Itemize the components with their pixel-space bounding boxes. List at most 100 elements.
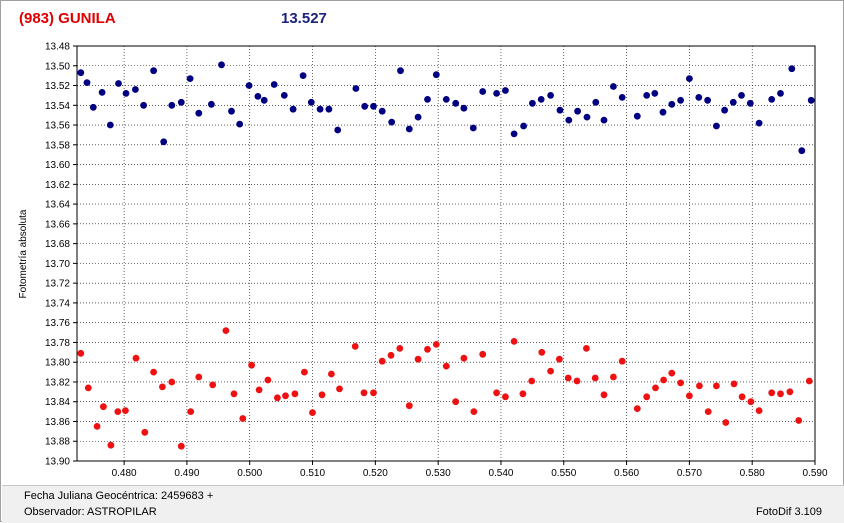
comparison-point (510, 130, 518, 138)
comparison-point (218, 61, 225, 69)
target-point (677, 379, 684, 387)
x-tick-label: 0.530 (426, 468, 451, 479)
target-point (132, 354, 140, 362)
y-tick-label: 13.66 (45, 219, 70, 230)
y-tick-label: 13.78 (45, 338, 70, 349)
y-tick-label: 13.48 (45, 42, 70, 53)
comparison-point (807, 96, 815, 104)
target-point (255, 386, 263, 394)
x-tick-label: 0.580 (740, 468, 765, 479)
chart-title: (983) GUNILA (19, 10, 116, 27)
comparison-point (600, 116, 608, 124)
y-axis: 13.48 13.50 13.52 13.54 13.56 13.58 13.60 13.62… (45, 42, 77, 468)
x-tick-label: 0.540 (488, 468, 513, 479)
target-point (786, 388, 794, 396)
target-point (583, 345, 590, 352)
target-point (722, 419, 730, 426)
target-point (405, 402, 413, 410)
y-tick-label: 13.62 (45, 180, 70, 191)
x-tick-label: 0.560 (614, 468, 639, 479)
y-tick-label: 13.82 (45, 377, 70, 388)
comparison-point (686, 75, 693, 82)
target-point (686, 392, 693, 400)
comparison-point (442, 96, 450, 103)
target-point (230, 390, 238, 398)
x-tick-label: 0.570 (677, 468, 702, 479)
target-point (618, 357, 626, 365)
target-point (502, 393, 509, 401)
y-tick-label: 13.52 (45, 81, 70, 92)
comparison-point (592, 98, 600, 106)
mean-magnitude: 13.527 (281, 10, 327, 27)
target-point (360, 389, 368, 397)
y-tick-label: 13.64 (45, 200, 70, 211)
y-tick-label: 13.84 (45, 397, 70, 408)
x-tick-label: 0.480 (112, 468, 137, 479)
comparison-point (378, 107, 386, 115)
target-point (100, 403, 107, 411)
target-point (291, 390, 299, 398)
target-point (704, 408, 712, 415)
target-point (452, 398, 460, 406)
comparison-point (768, 96, 776, 103)
comparison-point (432, 71, 440, 79)
target-point (643, 393, 651, 401)
target-point (668, 369, 676, 377)
comparison-point (788, 65, 796, 73)
target-point (336, 385, 343, 393)
y-tick-label: 13.70 (45, 259, 70, 270)
comparison-point (424, 96, 431, 103)
comparison-point (643, 92, 651, 99)
x-axis: 0.480 0.490 0.500 0.510 0.520 0.530 0.540 0.550… (112, 461, 828, 479)
comparison-point (77, 69, 85, 77)
target-point (387, 351, 395, 359)
target-point (150, 368, 158, 376)
x-tick-label: 0.500 (237, 468, 262, 479)
target-point (768, 389, 776, 397)
comparison-point (140, 101, 148, 109)
y-tick-label: 13.86 (45, 417, 70, 428)
target-point (107, 441, 115, 449)
target-point (805, 377, 813, 385)
target-point (528, 377, 536, 385)
target-point (282, 392, 289, 400)
comparison-point (334, 126, 342, 134)
comparison-point (195, 109, 203, 117)
comparison-point (583, 113, 591, 121)
target-point (547, 367, 554, 375)
comparison-point (469, 124, 477, 132)
comparison-point (493, 90, 500, 97)
target-point (519, 390, 527, 398)
x-tick-label: 0.520 (363, 468, 388, 479)
comparison-point (677, 96, 684, 104)
comparison-point (370, 102, 377, 110)
y-tick-label: 13.90 (45, 457, 70, 468)
target-point (195, 373, 203, 381)
target-point (122, 407, 129, 414)
y-tick-label: 13.68 (45, 239, 70, 250)
comparison-point (397, 67, 404, 75)
target-point (493, 389, 500, 397)
comparison-point (777, 90, 784, 97)
comparison-point (610, 83, 617, 90)
target-point (114, 408, 122, 415)
comparison-point (695, 94, 703, 101)
target-point (432, 341, 440, 348)
target-point (378, 357, 386, 365)
target-point (141, 428, 149, 436)
comparison-point (168, 101, 176, 109)
comparison-point (388, 118, 396, 126)
x-tick-label: 0.550 (551, 468, 576, 479)
y-tick-label: 13.88 (45, 437, 70, 448)
comparison-point (755, 119, 763, 127)
comparison-point (668, 100, 676, 108)
comparison-point (729, 98, 737, 106)
y-tick-label: 13.58 (45, 140, 70, 151)
comparison-point (556, 106, 564, 114)
target-point (538, 348, 546, 356)
target-point (77, 349, 85, 357)
comparison-point (713, 122, 720, 130)
comparison-point (254, 93, 262, 100)
scatter-plot: 13.48 13.50 13.52 13.54 13.56 13.58 13.60 13.62… (18, 42, 828, 480)
target-point (414, 355, 422, 363)
